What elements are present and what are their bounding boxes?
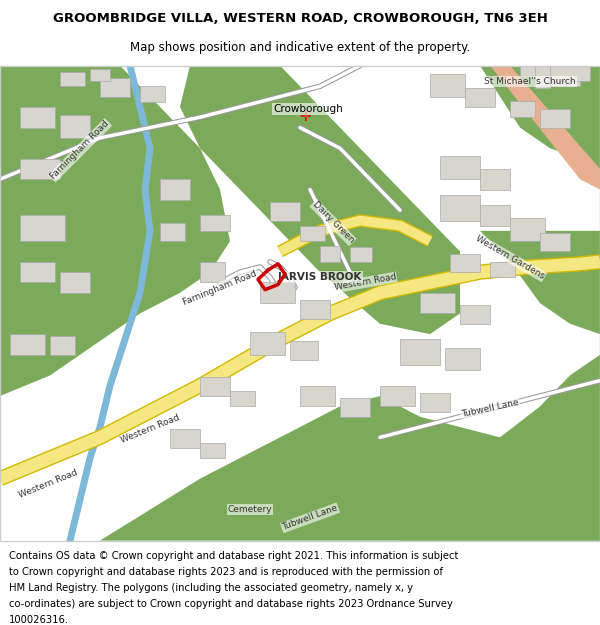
Text: ✛: ✛ xyxy=(299,110,311,124)
Bar xyxy=(520,61,545,76)
Polygon shape xyxy=(490,66,600,189)
Bar xyxy=(340,398,370,417)
Bar xyxy=(400,339,440,365)
Bar xyxy=(300,300,330,319)
Bar xyxy=(20,107,55,128)
Bar xyxy=(200,378,230,396)
Bar xyxy=(260,282,295,303)
Bar xyxy=(540,233,570,251)
Bar xyxy=(490,262,515,278)
Bar xyxy=(550,68,580,86)
Polygon shape xyxy=(400,355,600,541)
Bar xyxy=(510,219,545,241)
Bar xyxy=(90,69,110,81)
Bar xyxy=(200,262,225,282)
Text: JARVIS BROOK: JARVIS BROOK xyxy=(278,272,362,282)
Bar xyxy=(320,246,340,262)
Bar xyxy=(200,216,230,231)
Text: Cemetery: Cemetery xyxy=(227,505,272,514)
Bar xyxy=(20,216,65,241)
Bar xyxy=(440,156,480,179)
Text: Crowborough: Crowborough xyxy=(273,104,343,114)
Text: to Crown copyright and database rights 2023 and is reproduced with the permissio: to Crown copyright and database rights 2… xyxy=(9,567,443,577)
Bar xyxy=(250,332,285,355)
Bar xyxy=(200,442,225,458)
Bar xyxy=(60,272,90,292)
Bar xyxy=(100,78,130,97)
Bar xyxy=(430,74,465,97)
Bar xyxy=(230,391,255,406)
Text: GROOMBRIDGE VILLA, WESTERN ROAD, CROWBOROUGH, TN6 3EH: GROOMBRIDGE VILLA, WESTERN ROAD, CROWBOR… xyxy=(53,12,547,25)
Bar xyxy=(60,115,90,138)
Bar xyxy=(270,202,300,221)
Polygon shape xyxy=(480,66,600,169)
Text: Western Road: Western Road xyxy=(334,272,397,292)
Bar xyxy=(440,195,480,221)
Text: Farningham Road: Farningham Road xyxy=(182,269,258,306)
Polygon shape xyxy=(0,66,230,396)
Polygon shape xyxy=(100,396,600,541)
Bar xyxy=(20,262,55,282)
Bar xyxy=(540,109,570,127)
Bar xyxy=(20,159,60,179)
Text: Western Gardens: Western Gardens xyxy=(474,234,546,281)
Polygon shape xyxy=(480,231,600,334)
Bar xyxy=(480,169,510,189)
Text: Dairy Green: Dairy Green xyxy=(311,200,355,245)
Text: St Michael''s Church: St Michael''s Church xyxy=(484,77,576,86)
Bar xyxy=(50,336,75,355)
Bar xyxy=(460,305,490,324)
Bar xyxy=(60,72,85,86)
Bar xyxy=(160,179,190,200)
Text: Map shows position and indicative extent of the property.: Map shows position and indicative extent… xyxy=(130,41,470,54)
Bar xyxy=(160,222,185,241)
Bar xyxy=(420,393,450,411)
Polygon shape xyxy=(100,189,190,267)
Text: Tubwell Lane: Tubwell Lane xyxy=(460,398,520,419)
Bar xyxy=(290,341,318,360)
Bar xyxy=(510,101,535,118)
Bar xyxy=(420,292,455,314)
Bar xyxy=(300,226,325,241)
Text: Tubwell Lane: Tubwell Lane xyxy=(281,504,339,532)
Bar xyxy=(480,205,510,226)
Text: Western Road: Western Road xyxy=(17,468,79,500)
Text: Farningham Road: Farningham Road xyxy=(49,119,111,181)
Bar xyxy=(170,429,200,448)
Text: Western Road: Western Road xyxy=(119,413,181,445)
Bar xyxy=(465,88,495,107)
Text: Contains OS data © Crown copyright and database right 2021. This information is : Contains OS data © Crown copyright and d… xyxy=(9,551,458,561)
Bar xyxy=(10,334,45,355)
Bar xyxy=(535,66,550,88)
Text: co-ordinates) are subject to Crown copyright and database rights 2023 Ordnance S: co-ordinates) are subject to Crown copyr… xyxy=(9,599,453,609)
Bar xyxy=(450,254,480,272)
Bar xyxy=(380,386,415,406)
Bar xyxy=(300,386,335,406)
Polygon shape xyxy=(180,66,460,334)
Bar xyxy=(140,86,165,102)
Text: HM Land Registry. The polygons (including the associated geometry, namely x, y: HM Land Registry. The polygons (includin… xyxy=(9,582,413,592)
Bar xyxy=(350,248,372,262)
Bar xyxy=(445,348,480,370)
Text: 100026316.: 100026316. xyxy=(9,615,69,625)
Bar xyxy=(550,66,590,81)
